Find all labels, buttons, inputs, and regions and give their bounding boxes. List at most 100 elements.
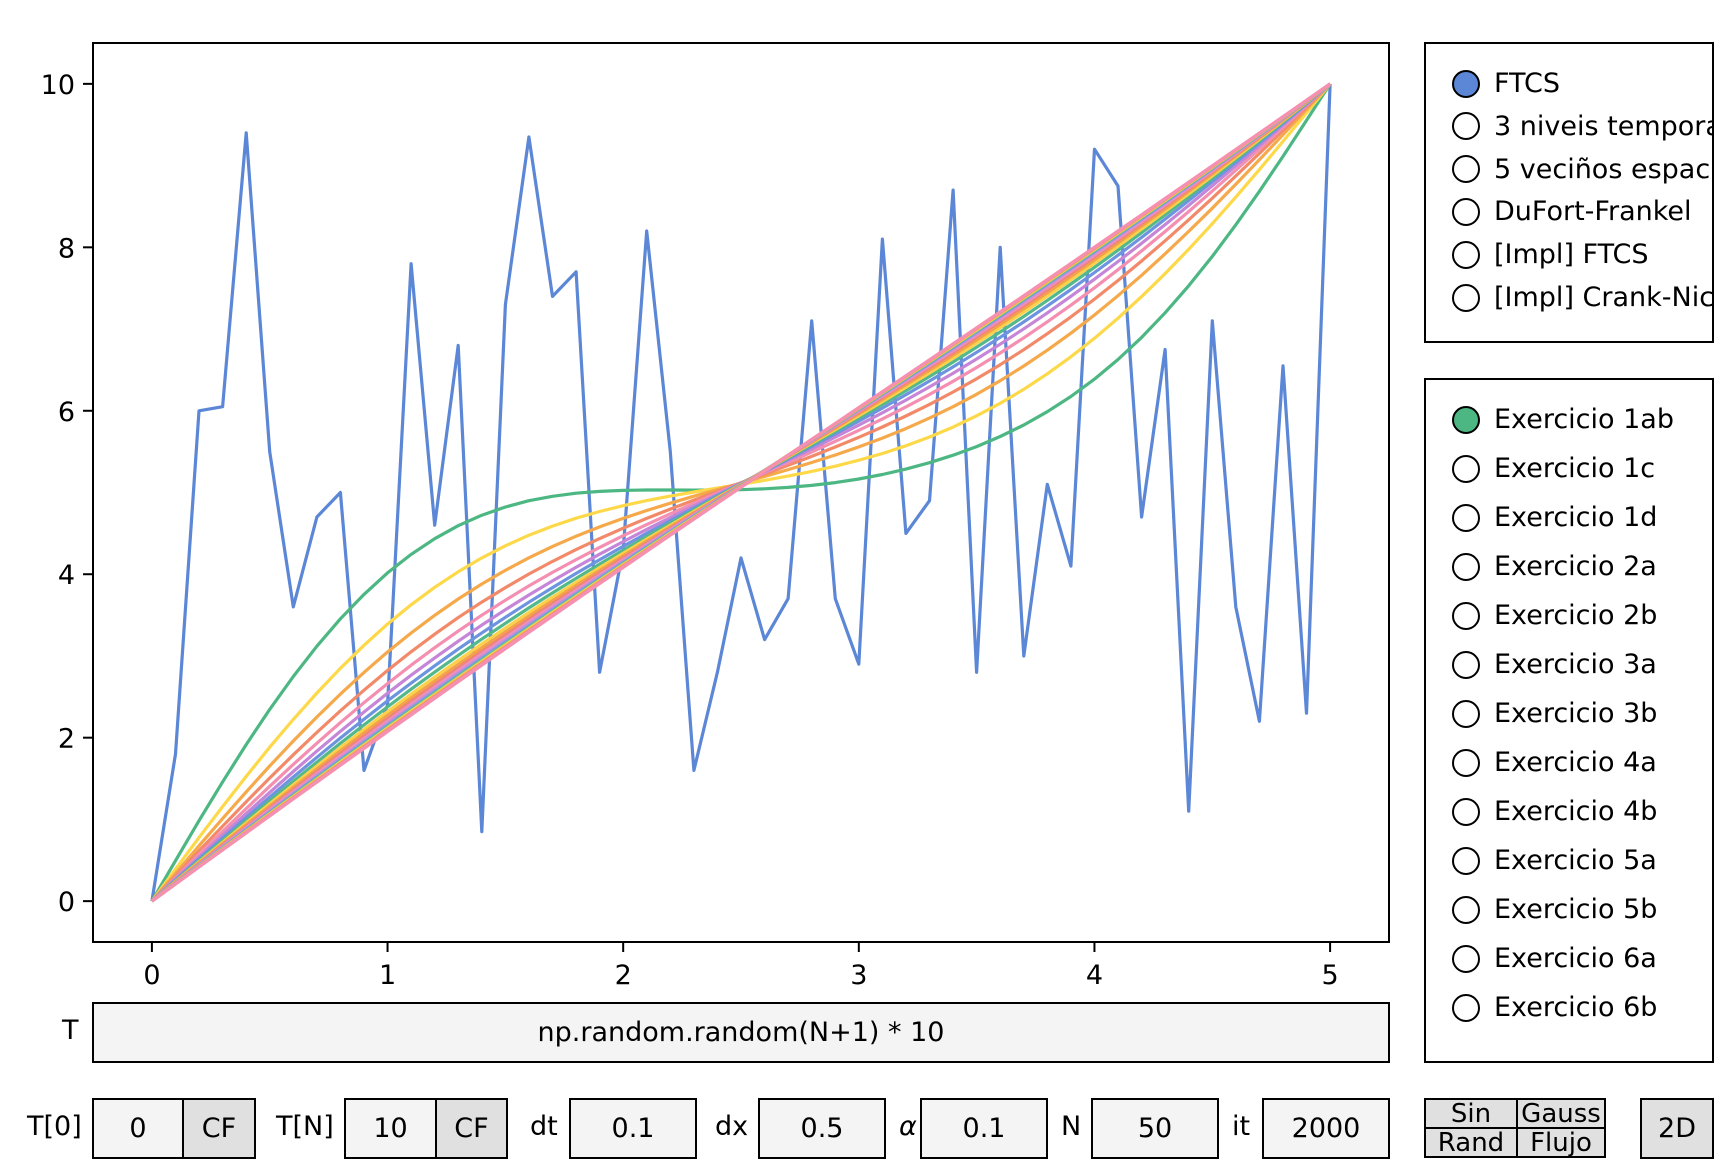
- exercise-option-label: Exercicio 2a: [1494, 551, 1657, 582]
- exercise-option-label: Exercicio 4b: [1494, 796, 1658, 827]
- method-option-6[interactable]: [Impl] Crank-Nicolson: [1452, 282, 1714, 313]
- x-axis: 0 1 2 3 4 5: [143, 942, 1339, 991]
- radio-button-icon[interactable]: [1452, 895, 1480, 924]
- exercise-option-13[interactable]: Exercicio 6b: [1452, 992, 1657, 1023]
- exercise-option-label: Exercicio 4a: [1494, 747, 1657, 778]
- exercise-option-9[interactable]: Exercicio 4b: [1452, 796, 1657, 827]
- radio-button-icon[interactable]: [1452, 197, 1480, 226]
- exercise-option-label: Exercicio 1ab: [1494, 404, 1674, 435]
- exercise-option-1[interactable]: Exercicio 1ab: [1452, 404, 1674, 435]
- preset-sin-button[interactable]: Sin: [1424, 1098, 1518, 1129]
- radio-button-icon[interactable]: [1452, 454, 1480, 483]
- y-tick-label: 2: [58, 724, 75, 755]
- dx-label: dx: [715, 1111, 749, 1142]
- exercise-option-label: Exercicio 2b: [1494, 600, 1658, 631]
- exercise-option-label: Exercicio 1c: [1494, 453, 1656, 484]
- exercise-option-7[interactable]: Exercicio 3b: [1452, 698, 1657, 729]
- initial-series-line: [150, 83, 1332, 902]
- exercise-option-4[interactable]: Exercicio 2a: [1452, 551, 1657, 582]
- t0-input[interactable]: 0: [92, 1098, 184, 1159]
- method-selector: FTCS 3 niveis temporais 5 veciños espaciai…: [1424, 42, 1714, 343]
- t-field-label: T: [62, 1015, 79, 1046]
- y-tick-label: 0: [58, 887, 75, 918]
- method-option-label: 5 veciños espaciais: [1494, 153, 1712, 185]
- n-input[interactable]: 50: [1091, 1098, 1219, 1159]
- dt-label: dt: [530, 1111, 558, 1142]
- exercise-option-12[interactable]: Exercicio 6a: [1452, 943, 1657, 974]
- method-option-4[interactable]: DuFort-Frankel: [1452, 196, 1692, 227]
- alpha-input[interactable]: 0.1: [920, 1098, 1048, 1159]
- exercise-option-label: Exercicio 1d: [1494, 502, 1658, 533]
- radio-button-icon[interactable]: [1452, 650, 1480, 679]
- evolution-series-line: [150, 83, 1332, 902]
- series-group: [150, 82, 1332, 903]
- radio-button-icon[interactable]: [1452, 846, 1480, 875]
- method-option-label: FTCS: [1494, 68, 1560, 99]
- exercise-option-label: Exercicio 5b: [1494, 894, 1658, 925]
- alpha-label: α: [899, 1111, 917, 1142]
- radio-button-icon[interactable]: [1452, 69, 1480, 98]
- exercise-option-label: Exercicio 3b: [1494, 698, 1658, 729]
- method-option-2[interactable]: 3 niveis temporais: [1452, 110, 1712, 142]
- evolution-series-line: [150, 82, 1332, 903]
- tn-label: T[N]: [276, 1111, 334, 1142]
- exercise-option-2[interactable]: Exercicio 1c: [1452, 453, 1655, 484]
- it-input[interactable]: 2000: [1262, 1098, 1390, 1159]
- radio-button-icon[interactable]: [1452, 601, 1480, 630]
- radio-button-icon[interactable]: [1452, 155, 1480, 184]
- x-tick-label: 2: [615, 960, 632, 991]
- y-tick-label: 4: [58, 560, 75, 591]
- y-tick-label: 6: [58, 397, 75, 428]
- radio-button-icon[interactable]: [1452, 283, 1480, 312]
- radio-button-icon[interactable]: [1452, 748, 1480, 777]
- method-option-label: [Impl] Crank-Nicolson: [1494, 282, 1714, 313]
- t-expression-input[interactable]: np.random.random(N+1) * 10: [92, 1002, 1390, 1063]
- x-tick-label: 0: [143, 960, 160, 991]
- exercise-option-8[interactable]: Exercicio 4a: [1452, 747, 1657, 778]
- method-option-1[interactable]: FTCS: [1452, 68, 1560, 99]
- x-tick-label: 3: [850, 960, 867, 991]
- method-option-3[interactable]: 5 veciños espaciais: [1452, 153, 1712, 185]
- radio-button-icon[interactable]: [1452, 797, 1480, 826]
- x-tick-label: 5: [1321, 960, 1338, 991]
- method-option-label: [Impl] FTCS: [1494, 239, 1649, 271]
- x-tick-label: 1: [379, 960, 396, 991]
- radio-button-icon[interactable]: [1452, 993, 1480, 1022]
- t0-cf-button[interactable]: CF: [182, 1098, 256, 1159]
- preset-rand-button[interactable]: Rand: [1424, 1127, 1518, 1158]
- tn-cf-button[interactable]: CF: [435, 1098, 508, 1159]
- exercise-option-5[interactable]: Exercicio 2b: [1452, 600, 1657, 631]
- x-tick-label: 4: [1086, 960, 1103, 991]
- exercise-option-label: Exercicio 6b: [1494, 992, 1658, 1023]
- radio-button-icon[interactable]: [1452, 405, 1480, 434]
- method-option-label: 3 niveis temporais: [1494, 110, 1712, 142]
- it-label: it: [1232, 1111, 1251, 1142]
- radio-button-icon[interactable]: [1452, 112, 1480, 141]
- exercise-option-3[interactable]: Exercicio 1d: [1452, 502, 1657, 533]
- y-axis: 0 2 4 6 8 10: [41, 70, 93, 918]
- n-label: N: [1061, 1111, 1082, 1142]
- exercise-option-label: Exercicio 6a: [1494, 943, 1657, 974]
- radio-button-icon[interactable]: [1452, 699, 1480, 728]
- view-2d-button[interactable]: 2D: [1640, 1098, 1714, 1159]
- exercise-option-6[interactable]: Exercicio 3a: [1452, 649, 1657, 680]
- exercise-option-label: Exercicio 3a: [1494, 649, 1657, 680]
- radio-button-icon[interactable]: [1452, 240, 1480, 269]
- exercise-selector: Exercicio 1ab Exercicio 1c Exercicio 1d Exe…: [1424, 378, 1714, 1063]
- y-tick-label: 8: [58, 233, 75, 264]
- radio-button-icon[interactable]: [1452, 944, 1480, 973]
- dx-input[interactable]: 0.5: [758, 1098, 886, 1159]
- radio-button-icon[interactable]: [1452, 552, 1480, 581]
- exercise-option-10[interactable]: Exercicio 5a: [1452, 845, 1657, 876]
- preset-flujo-button[interactable]: Flujo: [1516, 1127, 1606, 1158]
- method-option-5[interactable]: [Impl] FTCS: [1452, 239, 1649, 270]
- method-option-label: DuFort-Frankel: [1494, 196, 1692, 228]
- y-tick-label: 10: [41, 70, 75, 101]
- dt-input[interactable]: 0.1: [569, 1098, 697, 1159]
- exercise-option-11[interactable]: Exercicio 5b: [1452, 894, 1657, 925]
- t0-label: T[0]: [27, 1111, 82, 1142]
- tn-input[interactable]: 10: [344, 1098, 437, 1159]
- preset-gauss-button[interactable]: Gauss: [1516, 1098, 1606, 1129]
- radio-button-icon[interactable]: [1452, 503, 1480, 532]
